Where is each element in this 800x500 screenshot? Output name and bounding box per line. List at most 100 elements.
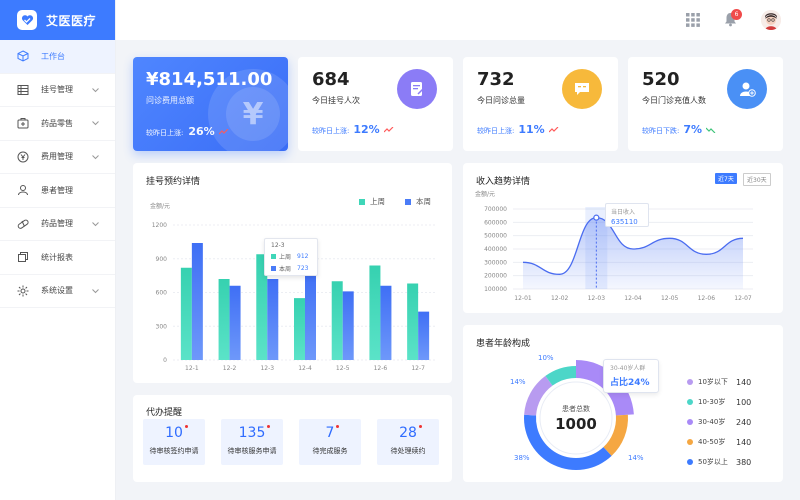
age-group-label: 50岁以上 xyxy=(698,458,728,466)
income-chart-card: 收入趋势详情 近7天 近30天 金额/元 100000 200000 300000 4… xyxy=(463,163,783,313)
bar-本周[interactable] xyxy=(305,272,316,360)
recharges-compare: 较昨日下跌: 7% xyxy=(642,123,716,136)
sidebar-item-5[interactable]: 药品管理 xyxy=(0,208,115,241)
registrations-compare: 较昨日上涨: 12% xyxy=(312,123,394,136)
y-tick-label: 300 xyxy=(156,323,168,330)
tab-7-days[interactable]: 近7天 xyxy=(715,173,737,184)
tooltip-last-row: 上周 912 xyxy=(271,252,311,261)
tab-30-days[interactable]: 近30天 xyxy=(743,173,771,186)
x-tick-label: 12-1 xyxy=(185,365,199,372)
app-title: 艾医医疗 xyxy=(46,13,97,28)
registration-form-icon xyxy=(397,69,437,109)
sidebar-nav: 工作台挂号管理药品零售费用管理患者管理药品管理统计报表系统设置 xyxy=(0,40,115,308)
age-legend-row[interactable]: 50岁以上 380 xyxy=(687,457,777,467)
bar-本周[interactable] xyxy=(191,243,203,360)
bar-本周[interactable] xyxy=(418,311,430,360)
age-legend-row[interactable]: 10-30岁 100 xyxy=(687,397,777,407)
donut-center-value: 1000 xyxy=(555,415,597,433)
sidebar-item-3[interactable]: 费用管理 xyxy=(0,141,115,174)
bar-上周[interactable] xyxy=(218,279,230,360)
apps-grid-icon[interactable] xyxy=(686,13,700,29)
age-legend-row[interactable]: 40-50岁 140 xyxy=(687,437,777,447)
bar-上周[interactable] xyxy=(294,298,305,360)
trend-up-icon xyxy=(548,126,559,135)
heart-logo-icon xyxy=(17,10,37,30)
stat-card-registrations[interactable]: 684 今日挂号人次 较昨日上涨: 12% xyxy=(298,57,453,151)
stat-card-recharges[interactable]: 520 今日门诊充值人数 较昨日下跌: 7% xyxy=(628,57,783,151)
x-tick-label: 12-4 xyxy=(298,365,312,372)
unread-dot xyxy=(418,425,422,428)
series-line xyxy=(522,217,744,275)
sidebar-item-0[interactable]: 工作台 xyxy=(0,40,115,74)
x-tick-label: 12-05 xyxy=(661,295,679,302)
legend-last-week[interactable]: 上周 xyxy=(359,196,385,207)
bar-上周[interactable] xyxy=(369,265,381,361)
todo-item[interactable]: 10 待审核签约申请 xyxy=(143,419,205,465)
brand-header[interactable]: 艾医医疗 xyxy=(0,0,115,40)
pill-icon xyxy=(17,218,29,230)
bar-本周[interactable] xyxy=(229,285,241,360)
sidebar: 艾医医疗 工作台挂号管理药品零售费用管理患者管理药品管理统计报表系统设置 xyxy=(0,0,116,500)
recharges-value: 520 xyxy=(642,69,680,90)
todo-label: 待完成服务 xyxy=(312,447,348,455)
income-chart-title: 收入趋势详情 xyxy=(476,177,531,187)
sidebar-item-6[interactable]: 统计报表 xyxy=(0,241,115,275)
data-point[interactable] xyxy=(593,214,600,221)
bar-上周[interactable] xyxy=(180,267,192,360)
tooltip-last-value: 912 xyxy=(297,253,309,260)
bar-本周[interactable] xyxy=(267,279,279,360)
todo-count: 28 xyxy=(399,425,422,441)
decor-circle xyxy=(208,69,288,151)
y-tick-label: 600 xyxy=(156,290,168,297)
stat-card-revenue[interactable]: ¥ ¥814,511.00 问诊费用总额 较昨日上涨: 26% xyxy=(133,57,288,151)
y-axis-unit: 金额/元 xyxy=(475,191,496,198)
compare-label: 较昨日上涨: xyxy=(312,127,350,135)
bar-上周[interactable] xyxy=(407,283,419,361)
tooltip-this-row: 本周 723 xyxy=(271,264,311,273)
legend-dot xyxy=(687,399,693,405)
sidebar-item-label: 挂号管理 xyxy=(41,85,73,95)
chevron-down-icon xyxy=(92,153,99,162)
cube-icon xyxy=(17,50,29,62)
slice-label: 14% xyxy=(510,378,526,386)
bar-本周[interactable] xyxy=(380,285,392,360)
sidebar-item-2[interactable]: 药品零售 xyxy=(0,107,115,141)
y-tick-label: 300000 xyxy=(484,259,507,266)
bar-上周[interactable] xyxy=(331,281,343,360)
todo-item[interactable]: 135 待审核服务申请 xyxy=(221,419,283,465)
chevron-down-icon xyxy=(92,220,99,229)
sidebar-item-7[interactable]: 系统设置 xyxy=(0,275,115,308)
compare-pct: 26% xyxy=(188,125,215,138)
area-fill xyxy=(523,217,743,289)
age-legend-row[interactable]: 10岁以下 140 xyxy=(687,377,777,387)
callout-label: 30-40岁人群 xyxy=(610,365,646,372)
stat-card-consultations[interactable]: 732 今日问诊总量 较昨日上涨: 11% xyxy=(463,57,618,151)
todo-item[interactable]: 28 待处理续约 xyxy=(377,419,439,465)
y-tick-label: 1200 xyxy=(152,222,167,229)
notification-badge: 6 xyxy=(731,9,742,20)
age-legend-row[interactable]: 30-40岁 240 xyxy=(687,417,777,427)
sidebar-item-4[interactable]: 患者管理 xyxy=(0,174,115,208)
legend-swatch xyxy=(405,198,411,205)
todo-count-value: 135 xyxy=(238,425,266,441)
sidebar-item-label: 系统设置 xyxy=(41,286,73,296)
legend-swatch xyxy=(271,266,276,271)
compare-pct: 7% xyxy=(683,123,703,136)
legend-this-week[interactable]: 本周 xyxy=(405,196,431,207)
gear-icon xyxy=(17,285,29,297)
todo-item[interactable]: 7 待完成服务 xyxy=(299,419,361,465)
registrations-value: 684 xyxy=(312,69,350,90)
avatar[interactable] xyxy=(761,10,781,30)
unread-dot xyxy=(267,425,271,428)
todo-label: 待审核签约申请 xyxy=(149,447,199,455)
y-tick-label: 500000 xyxy=(484,233,507,240)
sidebar-item-label: 药品管理 xyxy=(41,219,73,229)
sidebar-item-1[interactable]: 挂号管理 xyxy=(0,74,115,107)
bar-上周[interactable] xyxy=(256,254,268,360)
sidebar-item-label: 费用管理 xyxy=(41,152,73,162)
y-tick-label: 700000 xyxy=(484,206,507,213)
bar-本周[interactable] xyxy=(342,291,354,360)
tooltip-label: 当日收入 xyxy=(611,209,636,216)
todo-count-value: 28 xyxy=(399,425,417,441)
age-group-label: 40-50岁 xyxy=(698,438,726,446)
